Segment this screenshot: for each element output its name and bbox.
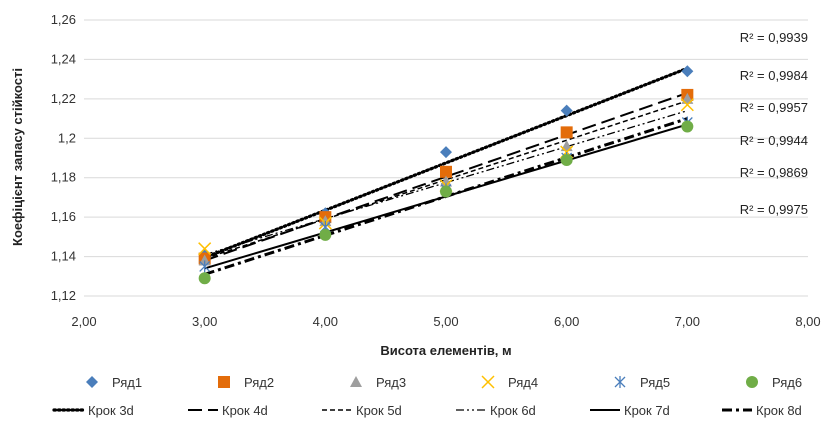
- diamond-marker: [86, 376, 98, 388]
- x-tick-label: 4,00: [313, 314, 338, 329]
- data-point: [560, 104, 573, 117]
- legend-label: Ряд2: [244, 375, 274, 390]
- r-squared-label: R² = 0,9939: [740, 30, 808, 45]
- x-tick-label: 6,00: [554, 314, 579, 329]
- x-axis: 2,00 3,00 4,00 5,00 6,00 7,00 8,00: [71, 314, 820, 329]
- data-point: [681, 65, 694, 78]
- circle-marker: [319, 228, 332, 241]
- trendline: [204, 100, 688, 260]
- data-point: [560, 126, 573, 139]
- square-marker: [218, 376, 230, 388]
- data-point: [199, 260, 211, 273]
- data-point: [440, 175, 452, 187]
- legend-label: Крок 6d: [490, 403, 536, 418]
- circle-marker: [681, 120, 694, 133]
- data-point: [680, 98, 694, 112]
- triangle-marker: [350, 376, 362, 387]
- x-tick-label: 5,00: [433, 314, 458, 329]
- x-tick-label: 3,00: [192, 314, 217, 329]
- y-tick-label: 1,26: [51, 12, 76, 27]
- data-point: [440, 146, 452, 159]
- legend-marker: [614, 376, 626, 388]
- legend-label: Ряд5: [640, 375, 670, 390]
- x-tick-label: 8,00: [795, 314, 820, 329]
- data-point: [681, 120, 694, 133]
- y-tick-label: 1,16: [51, 209, 76, 224]
- square-marker: [560, 126, 573, 139]
- y-tick-label: 1,22: [51, 91, 76, 106]
- x-axis-title: Висота елементів, м: [380, 343, 511, 358]
- legend-trendlines: Крок 3d Крок 4d Крок 5d Крок 6d Крок 7d Крок …: [52, 403, 802, 418]
- y-axis-title: Коефіцієнт запасу стійкості: [10, 68, 25, 246]
- legend-label: Крок 7d: [624, 403, 670, 418]
- legend-markers: Ряд1 Ряд2 Ряд3 Ряд4 Ряд5 Ряд6: [86, 375, 802, 390]
- data-point: [198, 242, 212, 256]
- circle-marker: [560, 153, 573, 166]
- legend-marker: [746, 376, 758, 388]
- data-point: [319, 228, 332, 241]
- data-point: [560, 153, 573, 166]
- y-tick-label: 1,2: [58, 130, 76, 145]
- r-squared-labels: R² = 0,9939 R² = 0,9984 R² = 0,9957 R² = 0,…: [740, 30, 808, 217]
- x-tick-label: 7,00: [675, 314, 700, 329]
- circle-marker: [440, 185, 452, 198]
- diamond-marker: [681, 65, 694, 78]
- y-axis: 1,12 1,14 1,16 1,18 1,2 1,22 1,24 1,26: [51, 12, 76, 303]
- legend-label: Ряд1: [112, 375, 142, 390]
- legend-label: Крок 4d: [222, 403, 268, 418]
- x-marker-stroke: [680, 98, 694, 112]
- trendline: [203, 66, 689, 260]
- y-tick-label: 1,14: [51, 249, 76, 264]
- r-squared-label: R² = 0,9984: [740, 68, 808, 83]
- legend-label: Ряд4: [508, 375, 538, 390]
- y-tick-label: 1,18: [51, 170, 76, 185]
- data-points: [198, 65, 694, 285]
- y-tick-label: 1,12: [51, 288, 76, 303]
- legend-label: Ряд6: [772, 375, 802, 390]
- r-squared-label: R² = 0,9944: [740, 133, 808, 148]
- data-point: [198, 272, 211, 285]
- legend-label: Ряд3: [376, 375, 406, 390]
- r-squared-label: R² = 0,9869: [740, 165, 808, 180]
- x-marker-stroke: [481, 375, 495, 389]
- diamond-marker: [560, 104, 573, 117]
- r-squared-label: R² = 0,9957: [740, 100, 808, 115]
- x-tick-label: 2,00: [71, 314, 96, 329]
- legend-marker: [481, 375, 495, 389]
- r-squared-label: R² = 0,9975: [740, 202, 808, 217]
- legend-label: Крок 8d: [756, 403, 802, 418]
- legend-marker: [218, 376, 230, 388]
- square-marker: [440, 165, 452, 178]
- diamond-marker: [440, 146, 452, 159]
- x-marker-stroke: [198, 242, 212, 256]
- legend-marker: [86, 376, 98, 388]
- legend-label: Крок 5d: [356, 403, 402, 418]
- circle-marker: [198, 272, 211, 285]
- legend-label: Крок 3d: [88, 403, 134, 418]
- data-point: [440, 185, 452, 198]
- circle-marker: [746, 376, 758, 388]
- triangle-marker: [440, 175, 452, 187]
- data-point: [440, 165, 452, 178]
- legend-marker: [350, 376, 362, 387]
- y-tick-label: 1,24: [51, 51, 76, 66]
